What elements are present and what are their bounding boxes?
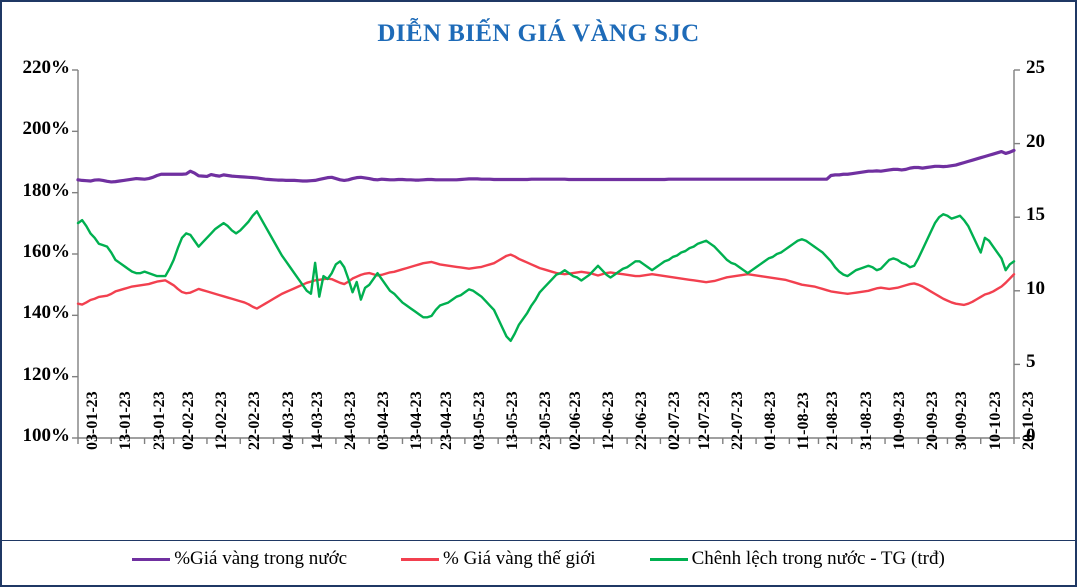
y-axis-right-tick-label: 20 — [1026, 130, 1045, 152]
y-axis-left-tick-label: 120% — [22, 363, 71, 385]
x-axis-tick-label: 02-07-23 — [666, 391, 684, 450]
x-axis-tick-label: 03-05-23 — [470, 391, 488, 450]
x-axis-tick-label: 22-02-23 — [246, 391, 264, 450]
x-axis-tick-label: 12-02-23 — [212, 391, 230, 450]
x-axis-tick-label: 03-01-23 — [84, 391, 101, 450]
y-axis-right-tick-label: 5 — [1026, 351, 1036, 373]
legend-label: % Giá vàng thế giới — [443, 548, 596, 569]
x-axis-tick-label: 12-06-23 — [599, 391, 617, 450]
legend-label: %Giá vàng trong nước — [174, 548, 348, 569]
x-axis-tick-label: 20-09-23 — [924, 391, 942, 450]
x-axis-tick-label: 02-02-23 — [179, 391, 197, 450]
x-axis-tick-label: 21-08-23 — [824, 391, 842, 450]
legend-item[interactable]: %Giá vàng trong nước — [132, 548, 347, 570]
legend-color-swatch — [132, 557, 171, 561]
y-axis-left-tick-label: 220% — [22, 57, 71, 78]
legend-color-swatch — [649, 557, 688, 561]
series-line-1 — [76, 253, 1016, 310]
x-axis-tick-label: 13-01-23 — [117, 391, 135, 450]
x-axis-tick-label: 20-10-23 — [1020, 391, 1037, 450]
y-axis-left-tick-label: 100% — [22, 425, 71, 446]
y-axis-left-tick-label: 200% — [22, 118, 71, 140]
x-axis-tick-label: 13-04-23 — [408, 391, 426, 450]
y-axis-left-tick-label: 160% — [22, 241, 71, 262]
x-axis-tick-label: 10-09-23 — [891, 391, 909, 450]
y-axis-left-tick-label: 180% — [22, 179, 71, 201]
x-axis-tick-label: 22-07-23 — [728, 391, 746, 450]
series-line-2 — [76, 210, 1016, 343]
legend-separator — [2, 540, 1075, 541]
x-axis-tick-label: 23-04-23 — [437, 391, 455, 450]
x-axis-tick-label: 30-09-23 — [953, 391, 971, 450]
x-axis-tick-label: 22-06-23 — [633, 391, 651, 450]
y-axis-right-tick-label: 10 — [1026, 277, 1045, 299]
x-axis-tick-label: 04-03-23 — [279, 391, 297, 450]
x-axis-tick-label: 24-03-23 — [341, 391, 359, 450]
x-axis-tick-label: 01-08-23 — [762, 391, 780, 450]
x-axis-tick-label: 10-10-23 — [986, 391, 1004, 450]
axes-group — [72, 69, 1020, 444]
legend-item[interactable]: Chênh lệch trong nước - TG (trđ) — [649, 548, 945, 570]
chart-title: DIỄN BIẾN GIÁ VÀNG SJC — [377, 20, 700, 47]
x-axis-tick-label: 23-05-23 — [537, 391, 555, 450]
legend-label: Chênh lệch trong nước - TG (trđ) — [691, 548, 945, 569]
y-axis-right-tick-label: 0 — [1026, 425, 1036, 446]
frame-border-bottom — [0, 585, 1077, 587]
frame-border-right — [1075, 0, 1077, 587]
x-axis-tick-label: 02-06-23 — [566, 391, 584, 450]
x-axis-tick-label: 23-01-23 — [150, 391, 168, 450]
legend-item[interactable]: % Giá vàng thế giới — [401, 548, 596, 570]
y-axis-left-tick-label: 140% — [22, 302, 71, 324]
x-axis-tick-label: 03-04-23 — [375, 391, 393, 450]
frame-border-top — [0, 0, 1077, 2]
y-axis-right-tick-label: 15 — [1026, 204, 1045, 226]
x-axis-tick-label: 14-03-23 — [308, 391, 326, 450]
series-group — [76, 148, 1016, 343]
y-axis-right-tick-label: 25 — [1026, 57, 1045, 78]
x-axis-tick-label: 11-08-23 — [795, 392, 813, 450]
legend-color-swatch — [401, 557, 440, 561]
x-axis-tick-label: 13-05-23 — [504, 391, 522, 450]
x-axis-tick-label: 12-07-23 — [695, 391, 713, 450]
x-axis-tick-label: 31-08-23 — [857, 391, 875, 450]
series-line-0 — [76, 148, 1016, 184]
chart-legend: %Giá vàng trong nước % Giá vàng thế giới C… — [0, 548, 1077, 570]
frame-border-left — [0, 0, 2, 587]
